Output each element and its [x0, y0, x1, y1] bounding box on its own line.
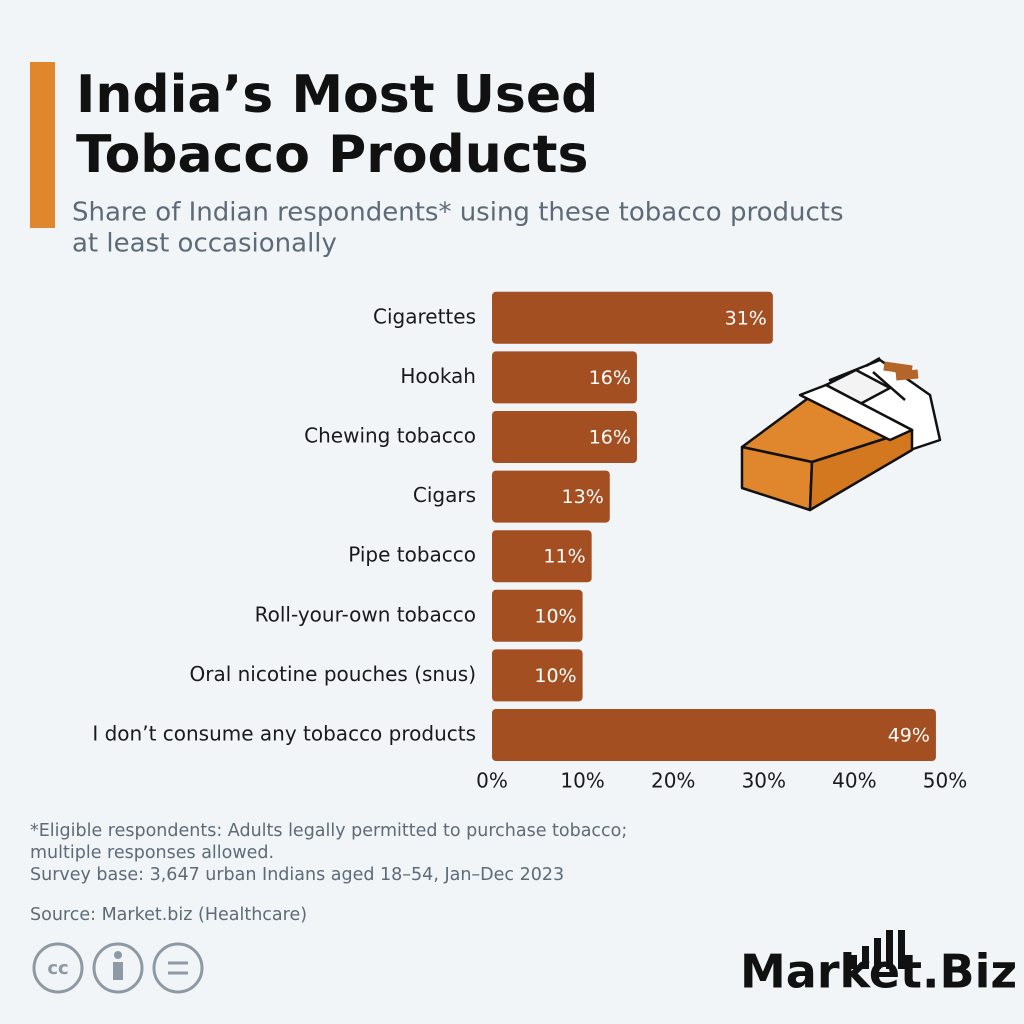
value-label: 10% — [534, 605, 576, 627]
chart-title: India’s Most Used — [76, 65, 598, 125]
category-label: Chewing tobacco — [304, 424, 476, 448]
footnote: multiple responses allowed. — [30, 843, 274, 863]
value-label: 16% — [589, 367, 631, 389]
category-label: Cigars — [413, 483, 476, 507]
value-label: 49% — [888, 725, 930, 747]
x-tick-label: 20% — [651, 769, 695, 793]
license-icons: cc — [32, 942, 204, 994]
chart-title: Tobacco Products — [76, 125, 588, 185]
category-label: I don’t consume any tobacco products — [92, 722, 476, 746]
value-label: 31% — [725, 307, 767, 329]
value-label: 16% — [589, 427, 631, 449]
x-tick-label: 50% — [923, 769, 967, 793]
category-label: Hookah — [400, 364, 476, 388]
category-label: Roll-your-own tobacco — [255, 602, 476, 626]
bar — [492, 649, 583, 702]
bar — [492, 589, 583, 642]
value-label: 13% — [562, 486, 604, 508]
category-label: Pipe tobacco — [348, 543, 476, 567]
source: Source: Market.biz (Healthcare) — [30, 905, 307, 925]
bar — [492, 291, 773, 344]
footnote: Survey base: 3,647 urban Indians aged 18… — [30, 865, 564, 885]
value-label: 11% — [543, 546, 585, 568]
chart-subtitle: at least occasionally — [72, 229, 337, 259]
bar — [492, 530, 592, 583]
logo: Market.Biz — [740, 945, 1017, 999]
value-label: 10% — [534, 665, 576, 687]
svg-text:cc: cc — [47, 958, 68, 979]
bar — [492, 709, 936, 761]
bar — [492, 470, 610, 523]
chart-subtitle: Share of Indian respondents* using these… — [72, 198, 844, 228]
x-tick-label: 0% — [476, 769, 508, 793]
logo-icon — [850, 930, 905, 969]
accent-bar — [30, 62, 55, 228]
footnote: *Eligible respondents: Adults legally pe… — [30, 821, 627, 841]
bar — [492, 351, 637, 404]
category-label: Oral nicotine pouches (snus) — [190, 662, 477, 686]
category-label: Cigarettes — [373, 304, 476, 328]
x-tick-label: 30% — [742, 769, 786, 793]
x-tick-label: 40% — [832, 769, 876, 793]
cigarette-pack — [740, 356, 942, 512]
bar — [492, 411, 637, 463]
x-tick-label: 10% — [560, 769, 604, 793]
